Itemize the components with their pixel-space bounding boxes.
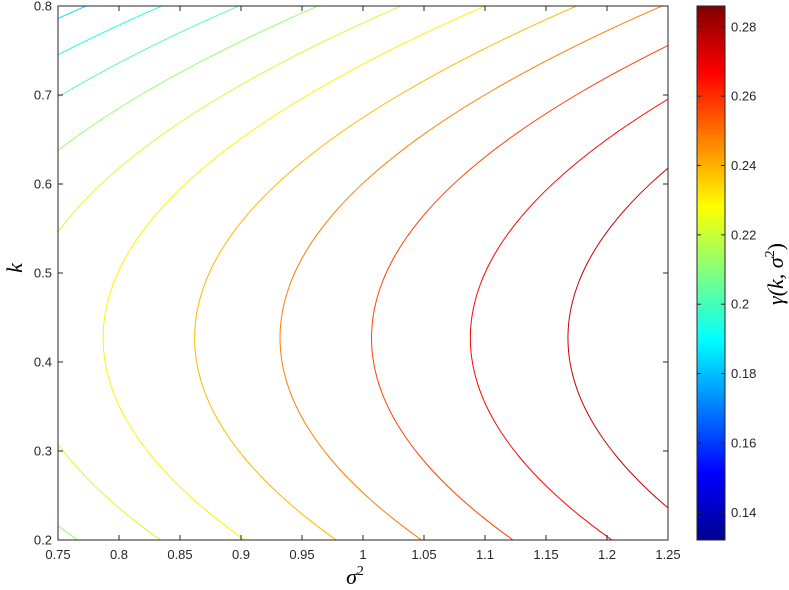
contour-line-5 (102, 6, 487, 540)
y-tick-label-0: 0.2 (34, 533, 52, 548)
x-tick-label-5: 1 (359, 547, 366, 562)
y-tick-label-3: 0.5 (34, 266, 52, 281)
contour-line-6 (58, 6, 403, 540)
x-tick-label-6: 1.05 (411, 547, 436, 562)
x-axis-label-base: σ (346, 564, 358, 589)
x-tick-label-10: 1.25 (655, 547, 680, 562)
contour-line-4 (194, 6, 578, 540)
contour-lines (58, 6, 668, 540)
x-axis-label-sup: 2 (357, 564, 364, 579)
colorbar-tick-label-6: 0.26 (731, 89, 756, 104)
x-tick-label-8: 1.15 (533, 547, 558, 562)
x-tick-label-7: 1.1 (476, 547, 494, 562)
y-tick-label-2: 0.4 (34, 355, 52, 370)
y-tick-label-1: 0.3 (34, 444, 52, 459)
colorbar-tick-label-2: 0.18 (731, 366, 756, 381)
contour-line-2 (371, 44, 668, 540)
colorbar-tick-label-5: 0.24 (731, 158, 756, 173)
colorbar-ticks: 0.14 0.16 0.18 0.2 0.22 0.24 0.26 0.28 (697, 19, 756, 520)
contour-line-7 (58, 6, 320, 540)
y-tick-label-4: 0.6 (34, 177, 52, 192)
y-tick-label-6: 0.8 (34, 0, 52, 14)
y-axis-label: k (2, 262, 27, 273)
x-tick-label-0: 0.75 (45, 547, 70, 562)
contour-line-0 (567, 167, 668, 509)
colorbar (696, 5, 726, 541)
colorbar-tick-label-7: 0.28 (731, 19, 756, 34)
y-axis-ticks: 0.2 0.3 0.4 0.5 0.6 0.7 0.8 (34, 0, 668, 548)
contour-line-1 (469, 98, 668, 540)
colorbar-label: γ(k, σ2) (763, 243, 788, 305)
plot-area (58, 6, 668, 540)
x-axis-ticks: 0.75 0.8 0.85 0.9 0.95 1 1.05 1.1 1.15 1.2 1.25 (45, 6, 681, 562)
colorbar-label-end: ) (763, 243, 788, 250)
colorbar-tick-label-1: 0.16 (731, 435, 756, 450)
contour-line-3 (279, 6, 664, 540)
colorbar-label-sup: 2 (763, 250, 778, 257)
x-tick-label-3: 0.9 (232, 547, 250, 562)
colorbar-label-main: γ(k, σ (763, 256, 788, 305)
colorbar-tick-label-3: 0.2 (731, 297, 749, 312)
colorbar-tick-label-4: 0.22 (731, 227, 756, 242)
y-tick-label-5: 0.7 (34, 88, 52, 103)
x-tick-label-4: 0.95 (289, 547, 314, 562)
contour-line-8 (58, 6, 240, 98)
x-axis-label: σ2 (346, 564, 364, 589)
x-tick-label-1: 0.8 (110, 547, 128, 562)
colorbar-tick-label-0: 0.14 (731, 505, 756, 520)
x-tick-label-2: 0.85 (167, 547, 192, 562)
x-tick-label-9: 1.2 (598, 547, 616, 562)
